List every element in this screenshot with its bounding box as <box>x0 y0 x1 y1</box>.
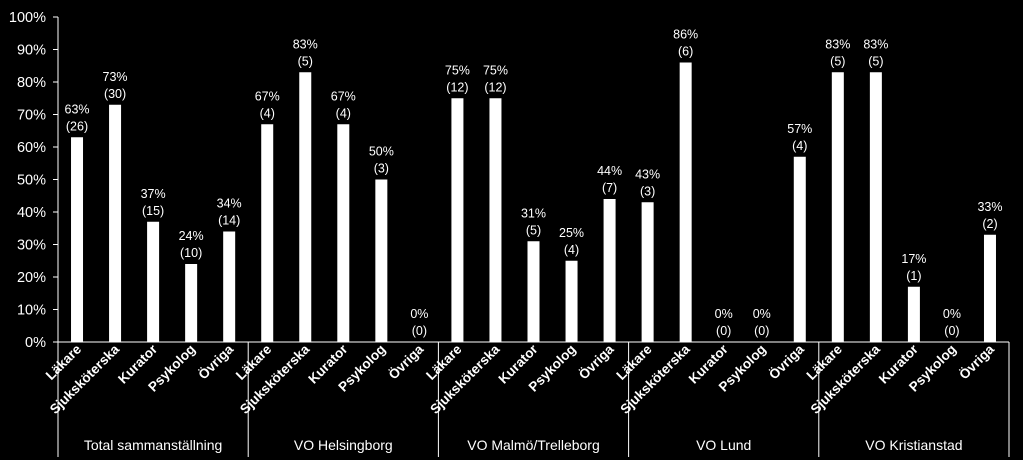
data-label-value: 75% <box>445 63 470 77</box>
y-tick-label: 80% <box>17 75 46 91</box>
group-label: VO Helsingborg <box>294 437 393 453</box>
data-label-value: 33% <box>977 200 1002 214</box>
data-label-value: 83% <box>293 37 318 51</box>
data-label-count: (30) <box>104 87 126 101</box>
data-label-count: (5) <box>868 54 883 68</box>
data-label-value: 50% <box>369 145 394 159</box>
data-label-count: (5) <box>526 223 541 237</box>
data-label-value: 24% <box>179 229 204 243</box>
group-label: VO Malmö/Trelleborg <box>467 437 600 453</box>
data-label-value: 63% <box>65 102 90 116</box>
data-label-value: 67% <box>255 89 280 103</box>
data-label-count: (4) <box>792 139 807 153</box>
data-label-count: (0) <box>754 324 769 338</box>
bar <box>299 72 312 342</box>
data-label-count: (0) <box>716 324 731 338</box>
data-label-count: (6) <box>678 45 693 59</box>
data-label-count: (4) <box>260 106 275 120</box>
data-label-value: 25% <box>559 226 584 240</box>
y-tick-label: 0% <box>25 335 46 351</box>
category-label: Övriga <box>766 341 807 382</box>
data-label-count: (2) <box>982 217 997 231</box>
y-tick-label: 60% <box>17 140 46 156</box>
data-label-value: 0% <box>410 307 428 321</box>
category-label: Övriga <box>956 341 997 382</box>
data-label-count: (12) <box>484 80 506 94</box>
y-tick-label: 10% <box>17 303 46 319</box>
category-label: Övriga <box>576 341 617 382</box>
data-label-value: 44% <box>597 164 622 178</box>
data-label-value: 0% <box>715 307 733 321</box>
category-label: Övriga <box>195 341 236 382</box>
group-label: VO Kristianstad <box>865 437 962 453</box>
data-label-count: (5) <box>830 54 845 68</box>
data-label-value: 0% <box>753 307 771 321</box>
data-label-count: (3) <box>374 162 389 176</box>
data-label-count: (12) <box>446 80 468 94</box>
data-label-count: (7) <box>602 181 617 195</box>
bar <box>185 264 198 342</box>
bar <box>261 124 274 342</box>
data-label-count: (15) <box>142 204 164 218</box>
bar <box>451 98 464 342</box>
bar <box>603 199 616 342</box>
bar <box>907 286 920 342</box>
data-label-value: 37% <box>141 187 166 201</box>
bar <box>223 231 236 342</box>
data-label-value: 73% <box>103 70 128 84</box>
group-label: Total sammanställning <box>84 437 223 453</box>
y-tick-label: 70% <box>17 108 46 124</box>
y-tick-label: 40% <box>17 205 46 221</box>
y-tick-label: 100% <box>9 10 46 26</box>
data-label-value: 0% <box>943 307 961 321</box>
data-label-value: 31% <box>521 206 546 220</box>
bar <box>109 104 122 342</box>
data-label-value: 34% <box>217 197 242 211</box>
bar <box>793 156 806 342</box>
data-label-count: (1) <box>906 269 921 283</box>
bar <box>641 202 654 342</box>
data-label-count: (4) <box>564 243 579 257</box>
group-label: VO Lund <box>696 437 751 453</box>
y-tick-label: 90% <box>17 43 46 59</box>
data-label-value: 86% <box>673 28 698 42</box>
bar <box>679 62 692 342</box>
data-label-value: 67% <box>331 89 356 103</box>
data-label-value: 75% <box>483 63 508 77</box>
bar <box>147 221 160 342</box>
data-label-count: (26) <box>66 119 88 133</box>
data-label-value: 43% <box>635 167 660 181</box>
data-label-count: (5) <box>298 54 313 68</box>
data-label-value: 57% <box>787 122 812 136</box>
data-label-count: (10) <box>180 246 202 260</box>
y-tick-label: 50% <box>17 173 46 189</box>
category-label: Övriga <box>386 341 427 382</box>
bar <box>71 137 84 342</box>
bar <box>831 72 844 342</box>
bar <box>489 98 502 342</box>
bar <box>565 260 578 342</box>
bar <box>375 179 388 342</box>
bar <box>983 234 996 342</box>
data-label-count: (0) <box>944 324 959 338</box>
data-label-count: (3) <box>640 184 655 198</box>
bar <box>337 124 350 342</box>
data-label-count: (4) <box>336 106 351 120</box>
data-label-value: 83% <box>825 37 850 51</box>
bar <box>869 72 882 342</box>
data-label-count: (14) <box>218 214 240 228</box>
bar <box>527 241 540 342</box>
y-tick-label: 30% <box>17 238 46 254</box>
data-label-value: 83% <box>863 37 888 51</box>
y-tick-label: 20% <box>17 270 46 286</box>
data-label-value: 17% <box>901 252 926 266</box>
data-label-count: (0) <box>412 324 427 338</box>
